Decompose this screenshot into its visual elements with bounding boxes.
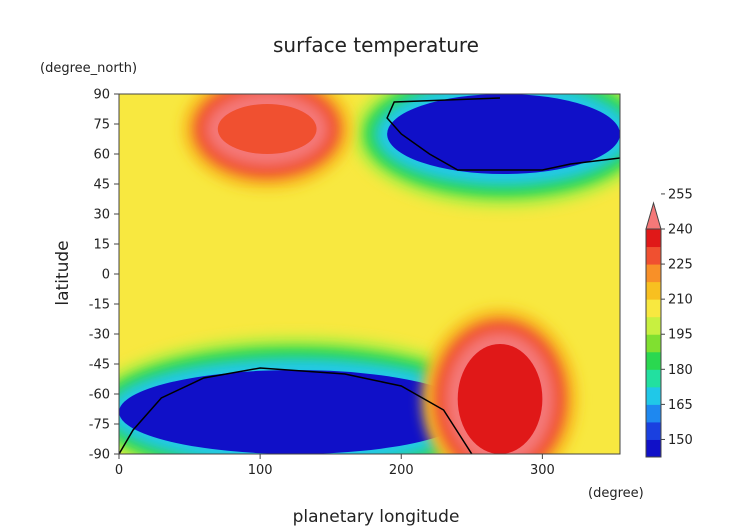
- y-tick-label: 90: [93, 88, 110, 103]
- temperature-feature: [457, 344, 543, 454]
- colorbar-label: 225: [668, 258, 693, 273]
- temperature-field: [119, 94, 620, 454]
- colorbar-segment: [646, 386, 661, 405]
- temperature-feature: [217, 104, 317, 154]
- colorbar-frame: [645, 228, 662, 458]
- colorbar-label: 180: [668, 363, 693, 378]
- y-unit-label: (degree_north): [40, 61, 137, 76]
- y-tick-label: -30: [89, 328, 110, 343]
- colorbar-segment: [646, 229, 661, 248]
- y-tick-label: 60: [93, 148, 110, 163]
- contour-150: [119, 97, 620, 454]
- y-axis-label: latitude: [53, 240, 73, 305]
- y-axis: -90 -75 -60 -45 -30 -15 0 15 30 45 60 75 90: [89, 88, 119, 463]
- y-tick-label: 30: [93, 208, 110, 223]
- colorbar-extend-arrow: [645, 201, 662, 230]
- colorbar-label: 210: [668, 293, 693, 308]
- y-tick-label: 0: [102, 268, 110, 283]
- y-tick-label: -75: [89, 418, 110, 433]
- colorbar-segment: [646, 439, 661, 458]
- y-tick-label: -15: [89, 298, 110, 313]
- y-tick-label: 15: [93, 238, 110, 253]
- colorbar-segment: [646, 404, 661, 423]
- contour-line: [119, 367, 473, 454]
- chart-title: surface temperature: [273, 33, 479, 57]
- colorbar-segment: [646, 264, 661, 283]
- x-tick-label: 300: [530, 463, 555, 478]
- y-tick-label: -90: [89, 448, 110, 463]
- colorbar-segment: [646, 299, 661, 318]
- y-tick-label: 75: [93, 118, 110, 133]
- colorbar-segment: [646, 316, 661, 335]
- y-tick-label: -45: [89, 358, 110, 373]
- contour-line: [386, 97, 620, 171]
- colorbar-label: 165: [668, 398, 693, 413]
- colorbar-segment: [646, 421, 661, 440]
- colorbar: 150 165 180 195 210 225 240 255: [645, 187, 693, 458]
- temperature-feature: [387, 94, 620, 174]
- y-tick-label: -60: [89, 388, 110, 403]
- colorbar-label: 195: [668, 328, 693, 343]
- temperature-feature: [119, 370, 472, 454]
- x-tick-label: 200: [389, 463, 414, 478]
- x-tick-label: 100: [248, 463, 273, 478]
- y-tick-label: 45: [93, 178, 110, 193]
- colorbar-segment: [646, 281, 661, 300]
- colorbar-label: 240: [668, 223, 693, 238]
- colorbar-segment: [646, 369, 661, 388]
- colorbar-segment: [646, 334, 661, 353]
- x-tick-label: 0: [115, 463, 123, 478]
- x-axis-label: planetary longitude: [293, 507, 460, 527]
- colorbar-segment: [646, 246, 661, 265]
- x-unit-label: (degree): [588, 486, 644, 501]
- colorbar-label: 150: [668, 433, 693, 448]
- colorbar-segment: [646, 351, 661, 370]
- colorbar-label: 255: [668, 187, 693, 202]
- x-axis: 0 100 200 300: [115, 454, 555, 478]
